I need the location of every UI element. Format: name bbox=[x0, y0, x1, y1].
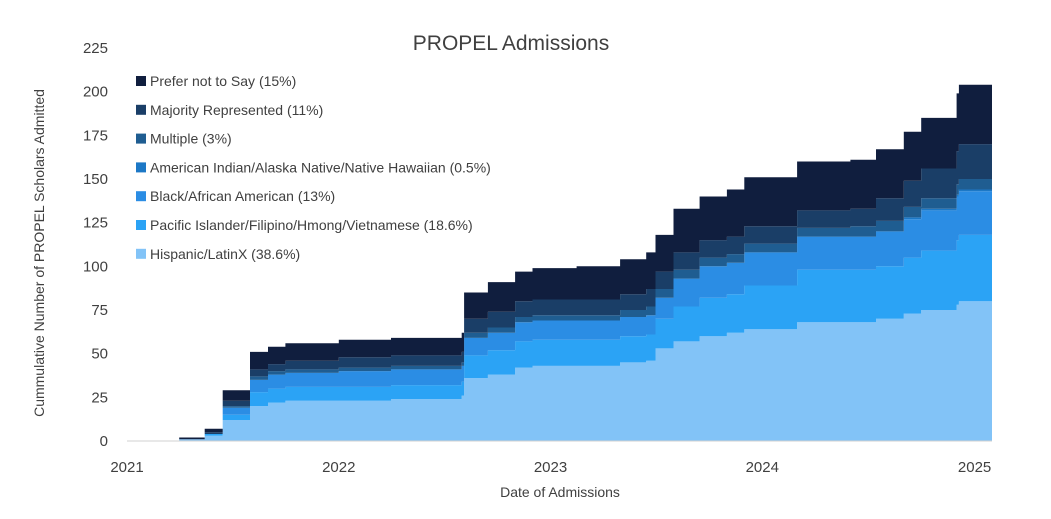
x-tick-label: 2025 bbox=[958, 459, 991, 476]
x-axis-title: Date of Admissions bbox=[500, 484, 620, 500]
legend-label: Hispanic/LatinX (38.6%) bbox=[150, 246, 300, 262]
legend-label: Pacific Islander/Filipino/Hmong/Vietname… bbox=[150, 217, 473, 233]
y-axis-ticks: 0 25 50 75 100 125 150 175 200 225 bbox=[83, 40, 992, 450]
y-tick-label: 225 bbox=[83, 40, 108, 57]
y-tick-label: 0 bbox=[100, 433, 108, 450]
legend-swatch bbox=[136, 220, 146, 230]
series-areas bbox=[127, 67, 992, 442]
legend-swatch bbox=[136, 162, 146, 173]
x-tick-label: 2024 bbox=[746, 459, 779, 476]
legend-swatch bbox=[136, 248, 146, 259]
x-axis-ticks: 2021 2022 2023 2024 2025 bbox=[110, 459, 991, 476]
series-area-0 bbox=[127, 297, 992, 441]
legend-label: Prefer not to Say (15%) bbox=[150, 73, 296, 89]
x-tick-label: 2023 bbox=[534, 459, 567, 476]
legend-swatch bbox=[136, 104, 146, 115]
legend: Prefer not to Say (15%) Majority Represen… bbox=[136, 73, 491, 262]
chart-title: PROPEL Admissions bbox=[413, 32, 609, 55]
series-area-6 bbox=[127, 67, 992, 441]
legend-swatch bbox=[136, 191, 146, 202]
y-tick-label: 75 bbox=[91, 302, 108, 319]
y-tick-label: 50 bbox=[91, 346, 108, 363]
legend-label: Black/African American (13%) bbox=[150, 188, 335, 204]
y-tick-label: 175 bbox=[83, 127, 108, 144]
x-tick-label: 2022 bbox=[322, 459, 355, 476]
x-tick-label: 2021 bbox=[110, 459, 143, 476]
series-area-2 bbox=[127, 179, 992, 441]
legend-swatch bbox=[136, 133, 146, 144]
y-tick-label: 200 bbox=[83, 84, 108, 101]
y-tick-label: 100 bbox=[83, 258, 108, 275]
y-tick-label: 25 bbox=[91, 389, 108, 406]
legend-label: American Indian/Alaska Native/Native Haw… bbox=[150, 159, 491, 175]
series-area-1 bbox=[127, 227, 992, 441]
y-axis-title: Cummulative Number of PROPEL Scholars Ad… bbox=[31, 89, 47, 417]
y-tick-label: 150 bbox=[83, 171, 108, 188]
legend-label: Multiple (3%) bbox=[150, 131, 232, 147]
legend-label: Majority Represented (11%) bbox=[150, 102, 323, 118]
series-area-5 bbox=[127, 124, 992, 442]
y-tick-label: 125 bbox=[83, 215, 108, 232]
legend-swatch bbox=[136, 76, 146, 86]
